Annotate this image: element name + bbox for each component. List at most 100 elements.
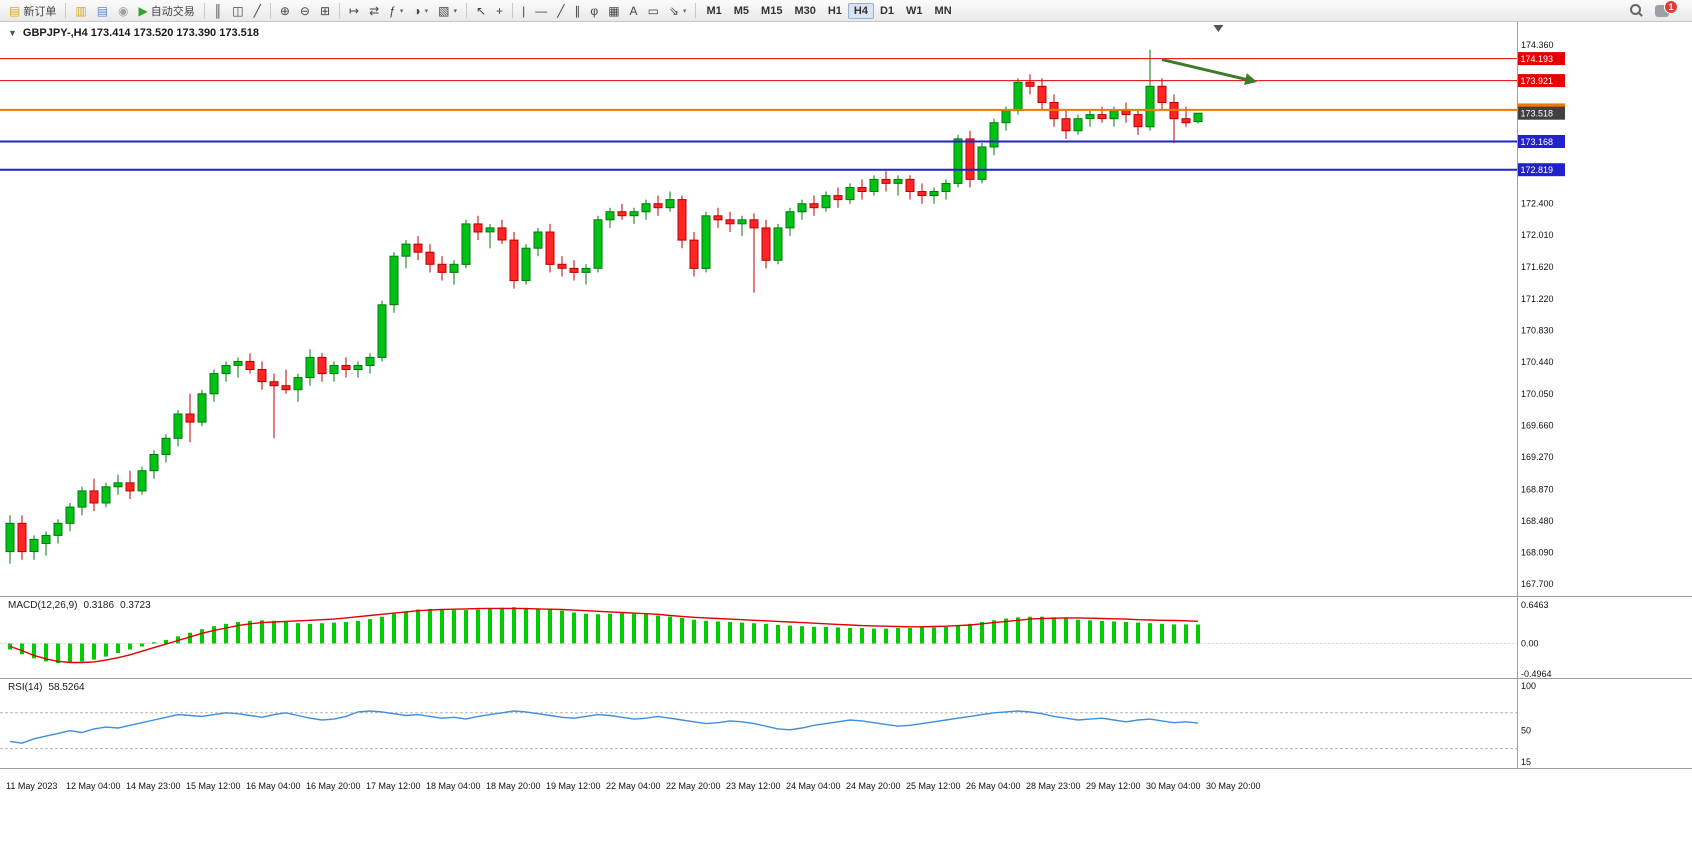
- bear-candle: [125, 482, 135, 492]
- crosshair-button[interactable]: +: [491, 3, 508, 19]
- price-tick-label: 168.090: [1521, 547, 1554, 557]
- toolbar: ▤ 新订单 ▥ ▤ ◉ ▶ 自动交易 ║ ◫ ╱ ⊕ ⊖ ⊞ ↦ ⇄ ƒ ▾ ◑ ▾ ▧ ▾ ↖ + | — ╱ ∥ φ ▦ A ▭ ⇘ ▾ M1…: [0, 0, 1692, 22]
- chart-canvas[interactable]: 174.360 172.400 172.010 171.620 171.220 170.8…: [0, 22, 1692, 800]
- macd-bar: [848, 628, 852, 644]
- periods-button[interactable]: ◑ ▾: [408, 3, 433, 19]
- bear-candle: [257, 369, 267, 383]
- market-watch-icon: ▥: [75, 3, 87, 18]
- price-axis[interactable]: 174.360 172.400 172.010 171.620 171.220 170.8…: [1518, 40, 1565, 589]
- trend-arrow-head[interactable]: [1244, 73, 1258, 85]
- rsi-value: 58.5264: [48, 682, 85, 693]
- new-order-button[interactable]: ▤ 新订单: [4, 1, 61, 21]
- bull-candle: [65, 506, 75, 524]
- tf-m5-button[interactable]: M5: [728, 3, 755, 19]
- bear-candle: [833, 195, 843, 201]
- macd-axis-label: 0.6463: [1521, 600, 1549, 610]
- chart-shift-marker[interactable]: [1213, 25, 1224, 32]
- macd-bar: [956, 625, 960, 644]
- auto-scroll-button[interactable]: ↦: [344, 3, 364, 19]
- price-tick-label: 170.440: [1521, 357, 1554, 367]
- macd-bar: [284, 622, 288, 644]
- bull-candle: [5, 522, 15, 553]
- shapes-button[interactable]: ⇘ ▾: [664, 3, 692, 19]
- tf-h4-button-label: H4: [853, 4, 868, 17]
- macd-bar: [488, 608, 492, 644]
- text-button[interactable]: A: [625, 3, 643, 19]
- trend-arrow[interactable]: [1161, 58, 1258, 85]
- macd-bar: [1028, 616, 1032, 644]
- bear-candle: [749, 219, 759, 229]
- text-icon: A: [629, 3, 638, 18]
- tf-d1-button-label: D1: [879, 4, 895, 17]
- fibonacci-button[interactable]: φ: [585, 3, 603, 19]
- navigator-button[interactable]: ◉: [113, 3, 133, 19]
- tf-m30-button[interactable]: M30: [788, 3, 821, 19]
- toolbar-right: 1: [1630, 0, 1688, 18]
- navigator-icon: ◉: [118, 3, 129, 18]
- macd-bar: [680, 617, 684, 644]
- search-icon[interactable]: [1630, 4, 1643, 17]
- price-badge-label: 173.168: [1521, 137, 1554, 147]
- macd-bar: [296, 623, 300, 644]
- zoom-out-button[interactable]: ⊖: [295, 3, 315, 19]
- macd-bar: [596, 614, 600, 644]
- text-label-button[interactable]: ▭: [643, 3, 664, 19]
- zoom-in-button[interactable]: ⊕: [275, 3, 295, 19]
- macd-bar: [104, 643, 108, 657]
- macd-bar: [1172, 624, 1176, 644]
- bear-candle: [1037, 85, 1047, 104]
- bear-candle: [545, 231, 555, 265]
- vertical-line-icon: |: [522, 3, 526, 18]
- macd-bar: [452, 610, 456, 644]
- tf-h1-button[interactable]: H1: [822, 3, 848, 19]
- bear-candle: [185, 413, 195, 423]
- macd-bar: [644, 614, 648, 644]
- horizontal-line-button[interactable]: —: [530, 3, 552, 19]
- tile-windows-button[interactable]: ⊞: [315, 3, 335, 19]
- trend-arrow-line[interactable]: [1161, 58, 1249, 82]
- bull-candle: [113, 482, 123, 488]
- bar-chart-button[interactable]: ║: [209, 3, 228, 19]
- tf-h4-button[interactable]: H4: [847, 2, 874, 19]
- bull-candle: [173, 413, 183, 439]
- time-axis-label: 25 May 12:00: [906, 781, 961, 791]
- collapse-arrow-icon[interactable]: ▼: [8, 28, 17, 38]
- bear-candle: [917, 191, 927, 196]
- auto-trading-button[interactable]: ▶ 自动交易: [134, 1, 200, 21]
- macd-bar: [884, 628, 888, 644]
- price-tick-label: 174.360: [1521, 40, 1554, 50]
- market-watch-button[interactable]: ▥: [70, 3, 91, 19]
- tf-m1-button[interactable]: M1: [700, 3, 727, 19]
- data-window-button[interactable]: ▤: [92, 3, 113, 19]
- tf-d1-button[interactable]: D1: [874, 3, 900, 19]
- tf-w1-button[interactable]: W1: [900, 3, 929, 19]
- price-tick-label: 168.870: [1521, 484, 1554, 494]
- grid-button[interactable]: ▦: [603, 3, 624, 19]
- tf-mn-button[interactable]: MN: [929, 3, 958, 19]
- macd-bar: [572, 612, 576, 644]
- time-axis[interactable]: 11 May 2023 12 May 04:00 14 May 23:00 15 Ma…: [6, 781, 1261, 791]
- bear-candle: [341, 365, 351, 370]
- macd-bar: [404, 611, 408, 644]
- bull-candle: [221, 365, 231, 375]
- macd-bar: [380, 616, 384, 644]
- macd-bar: [416, 609, 420, 644]
- auto-scroll-icon: ↦: [349, 3, 360, 18]
- macd-bar: [968, 623, 972, 644]
- line-chart-button[interactable]: ╱: [249, 3, 266, 19]
- templates-button[interactable]: ▧ ▾: [433, 3, 462, 19]
- chart-shift-button[interactable]: ⇄: [364, 3, 384, 19]
- indicators-button[interactable]: ƒ ▾: [384, 3, 408, 19]
- macd-bar: [320, 623, 324, 644]
- tf-m15-button[interactable]: M15: [755, 3, 788, 19]
- bull-candle: [1013, 81, 1023, 112]
- bull-candle: [401, 243, 411, 257]
- equidistant-channel-button[interactable]: ∥: [569, 3, 585, 19]
- cursor-button[interactable]: ↖: [471, 3, 491, 19]
- trendline-button[interactable]: ╱: [552, 3, 569, 19]
- price-level-lines[interactable]: [0, 58, 1517, 171]
- vertical-line-button[interactable]: |: [517, 3, 530, 19]
- auto-trading-icon: ▶: [138, 3, 148, 18]
- candlestick-chart-button[interactable]: ◫: [227, 3, 248, 19]
- notifications-button[interactable]: 1: [1655, 0, 1678, 18]
